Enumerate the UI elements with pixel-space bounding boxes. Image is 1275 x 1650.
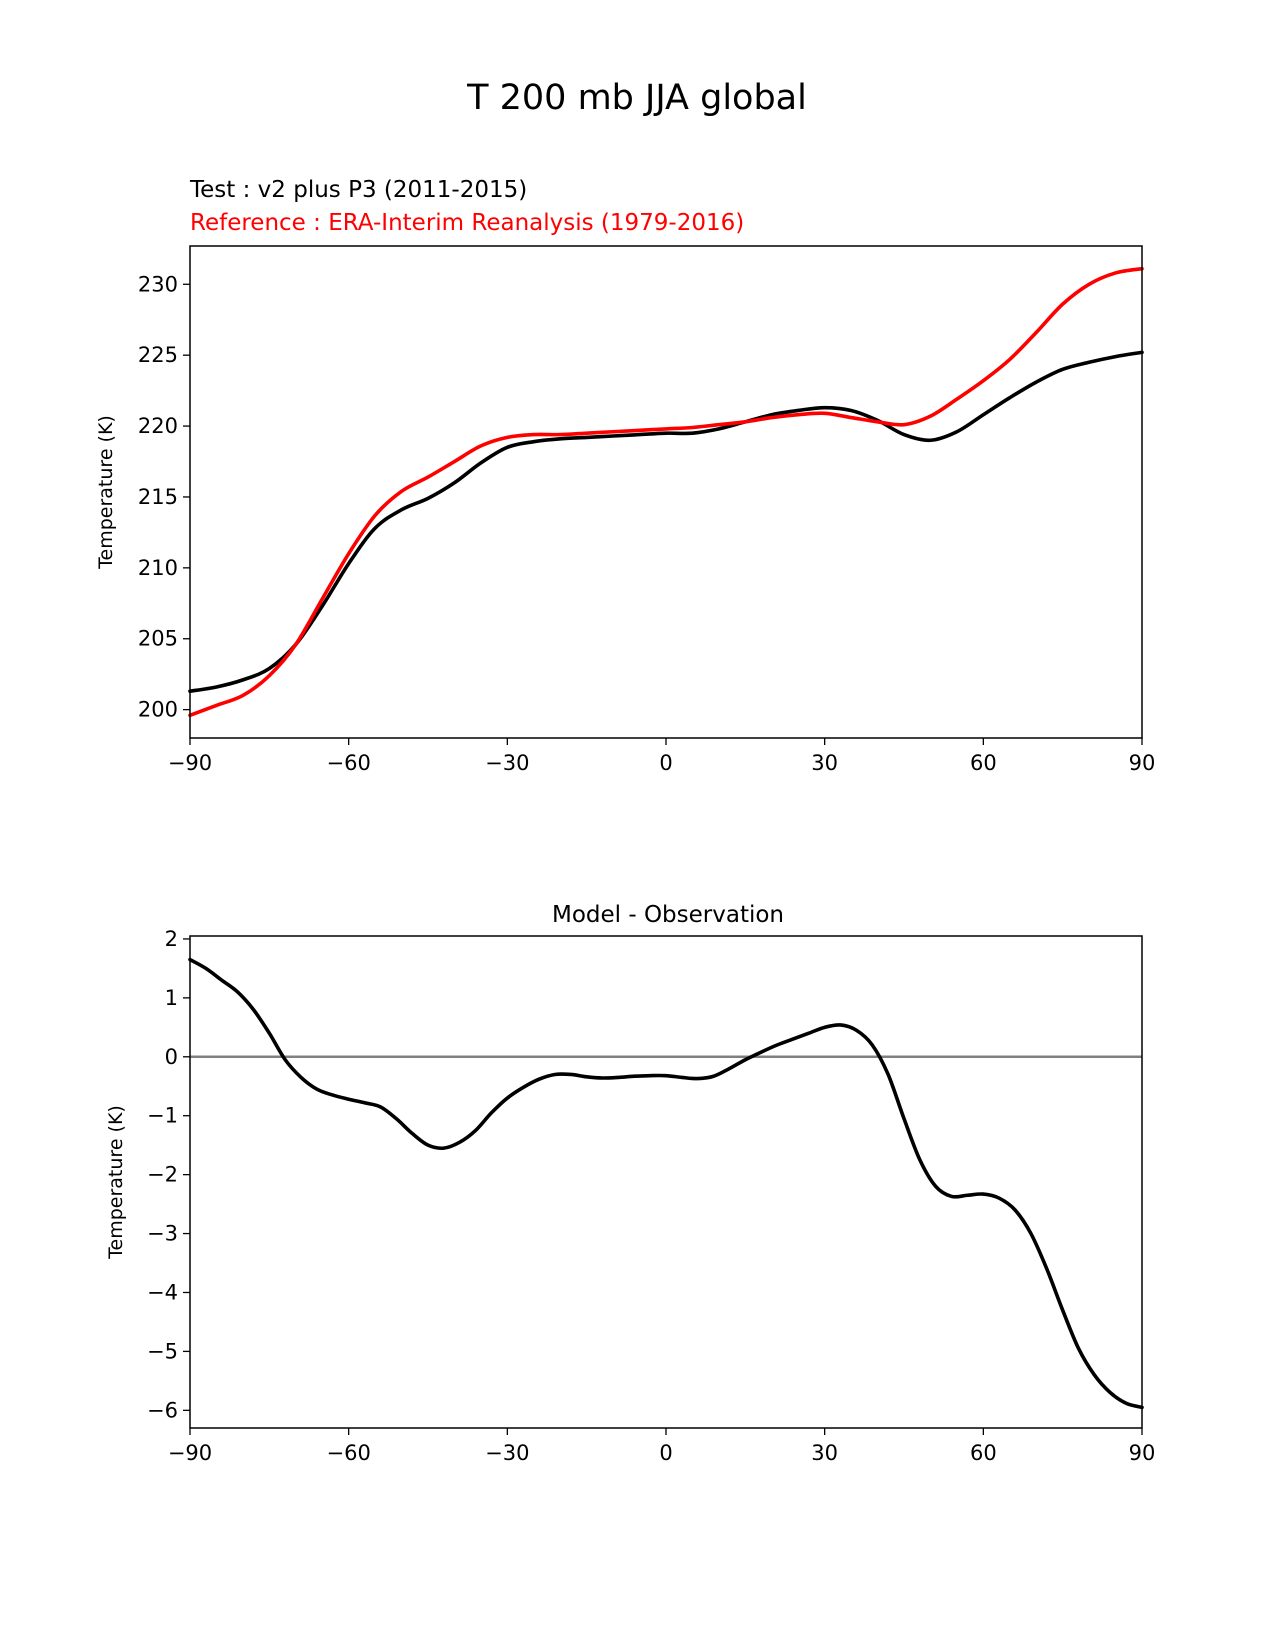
top-y-axis-label: Temperature (K) bbox=[95, 415, 117, 570]
y-tick-label: 2 bbox=[165, 927, 178, 951]
y-tick-label: −6 bbox=[147, 1398, 178, 1422]
reference-series-line bbox=[188, 266, 1144, 718]
test-label: Test : v2 plus P3 (2011-2015) bbox=[189, 177, 527, 203]
x-tick-label: 30 bbox=[811, 1441, 838, 1465]
y-tick-label: 225 bbox=[138, 343, 178, 367]
top-plot-frame bbox=[189, 245, 1143, 739]
x-tick-label: −90 bbox=[168, 751, 212, 775]
x-tick-label: 0 bbox=[659, 1441, 672, 1465]
y-tick-label: 0 bbox=[165, 1045, 178, 1069]
difference-series-line bbox=[188, 957, 1144, 1410]
x-tick-label: −30 bbox=[485, 751, 529, 775]
x-tick-label: −60 bbox=[327, 1441, 371, 1465]
y-tick-label: 205 bbox=[138, 627, 178, 651]
bottom-plot-frame bbox=[189, 935, 1143, 1429]
x-tick-label: −30 bbox=[485, 1441, 529, 1465]
y-tick-label: −3 bbox=[147, 1222, 178, 1246]
y-tick-label: −2 bbox=[147, 1163, 178, 1187]
bottom-panel-title: Model - Observation bbox=[552, 902, 784, 928]
x-tick-label: −60 bbox=[327, 751, 371, 775]
x-tick-label: 90 bbox=[1129, 1441, 1156, 1465]
y-tick-label: 230 bbox=[138, 272, 178, 296]
x-tick-label: 60 bbox=[970, 1441, 997, 1465]
bottom-panel: Model - Observation −90 −60 −30 0 30 60 90 2 1 0 −… bbox=[105, 902, 1155, 1465]
bottom-y-axis-label: Temperature (K) bbox=[105, 1105, 127, 1260]
y-tick-label: 200 bbox=[138, 698, 178, 722]
x-tick-label: 30 bbox=[811, 751, 838, 775]
top-panel: Test : v2 plus P3 (2011-2015) Reference … bbox=[95, 177, 1155, 775]
y-tick-label: −5 bbox=[147, 1339, 178, 1363]
test-series-line bbox=[188, 350, 1144, 694]
x-tick-label: 60 bbox=[970, 751, 997, 775]
y-tick-label: −1 bbox=[147, 1104, 178, 1128]
y-tick-label: 210 bbox=[138, 556, 178, 580]
y-tick-label: 220 bbox=[138, 414, 178, 438]
y-tick-label: −4 bbox=[147, 1280, 178, 1304]
y-tick-label: 1 bbox=[165, 986, 178, 1010]
x-tick-label: −90 bbox=[168, 1441, 212, 1465]
figure-title: T 200 mb JJA global bbox=[466, 78, 807, 118]
x-tick-label: 90 bbox=[1129, 751, 1156, 775]
y-tick-label: 215 bbox=[138, 485, 178, 509]
reference-label: Reference : ERA-Interim Reanalysis (1979… bbox=[190, 210, 744, 236]
x-tick-label: 0 bbox=[659, 751, 672, 775]
